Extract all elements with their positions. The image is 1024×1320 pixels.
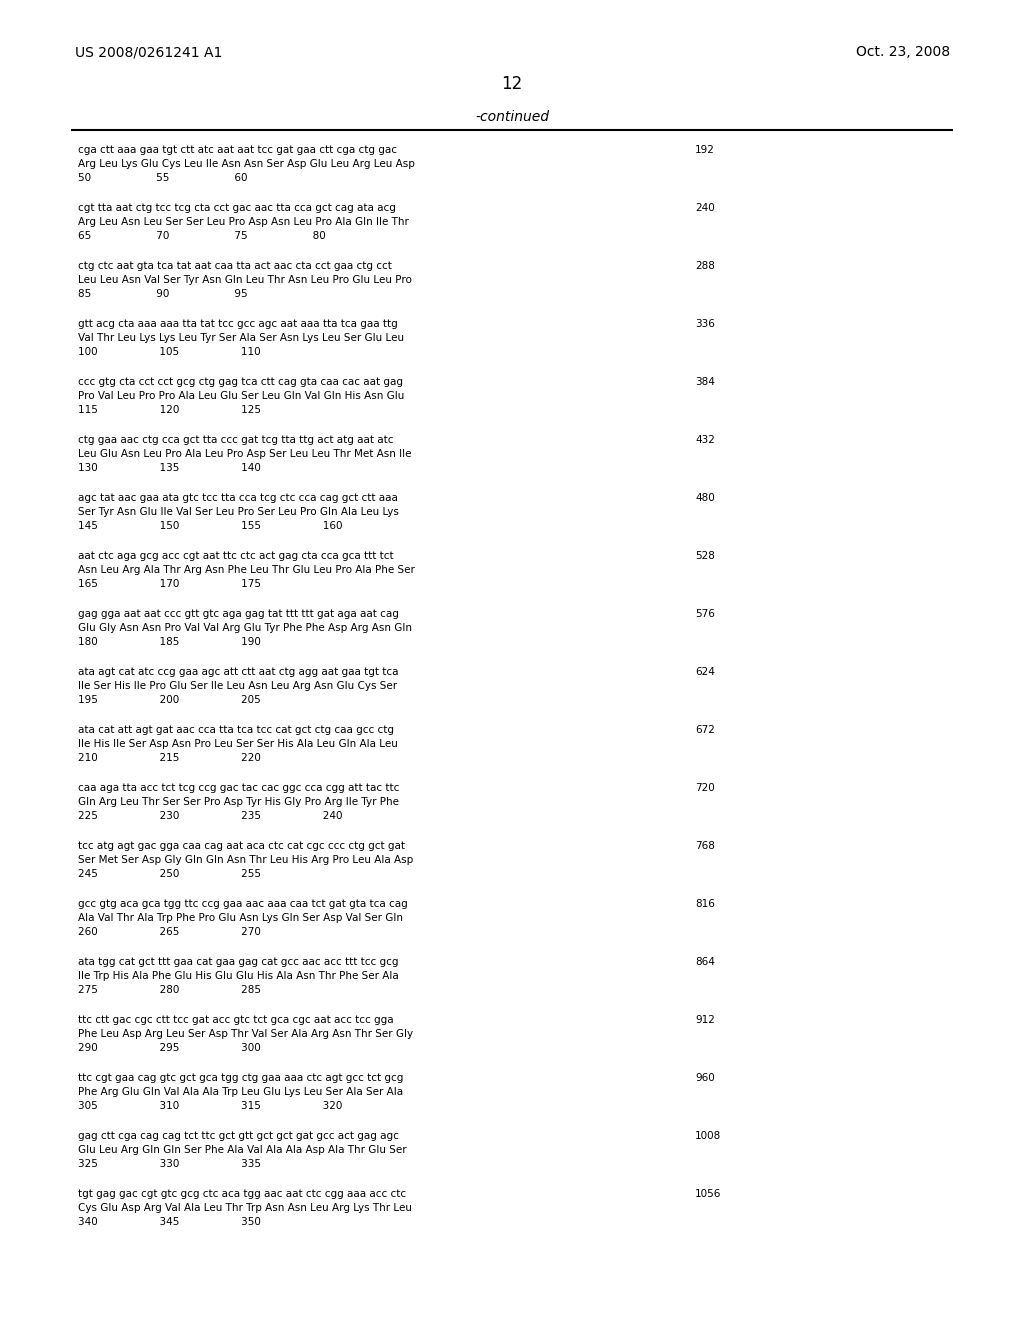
Text: 260                   265                   270: 260 265 270 bbox=[78, 927, 261, 937]
Text: 816: 816 bbox=[695, 899, 715, 909]
Text: ccc gtg cta cct cct gcg ctg gag tca ctt cag gta caa cac aat gag: ccc gtg cta cct cct gcg ctg gag tca ctt … bbox=[78, 378, 403, 387]
Text: 130                   135                   140: 130 135 140 bbox=[78, 463, 261, 473]
Text: 1008: 1008 bbox=[695, 1131, 721, 1140]
Text: tgt gag gac cgt gtc gcg ctc aca tgg aac aat ctc cgg aaa acc ctc: tgt gag gac cgt gtc gcg ctc aca tgg aac … bbox=[78, 1189, 407, 1199]
Text: Oct. 23, 2008: Oct. 23, 2008 bbox=[856, 45, 950, 59]
Text: tcc atg agt gac gga caa cag aat aca ctc cat cgc ccc ctg gct gat: tcc atg agt gac gga caa cag aat aca ctc … bbox=[78, 841, 406, 851]
Text: 912: 912 bbox=[695, 1015, 715, 1026]
Text: 576: 576 bbox=[695, 609, 715, 619]
Text: gtt acg cta aaa aaa tta tat tcc gcc agc aat aaa tta tca gaa ttg: gtt acg cta aaa aaa tta tat tcc gcc agc … bbox=[78, 319, 397, 329]
Text: gcc gtg aca gca tgg ttc ccg gaa aac aaa caa tct gat gta tca cag: gcc gtg aca gca tgg ttc ccg gaa aac aaa … bbox=[78, 899, 408, 909]
Text: ata cat att agt gat aac cca tta tca tcc cat gct ctg caa gcc ctg: ata cat att agt gat aac cca tta tca tcc … bbox=[78, 725, 394, 735]
Text: Arg Leu Lys Glu Cys Leu Ile Asn Asn Ser Asp Glu Leu Arg Leu Asp: Arg Leu Lys Glu Cys Leu Ile Asn Asn Ser … bbox=[78, 158, 415, 169]
Text: aat ctc aga gcg acc cgt aat ttc ctc act gag cta cca gca ttt tct: aat ctc aga gcg acc cgt aat ttc ctc act … bbox=[78, 550, 393, 561]
Text: Glu Gly Asn Asn Pro Val Val Arg Glu Tyr Phe Phe Asp Arg Asn Gln: Glu Gly Asn Asn Pro Val Val Arg Glu Tyr … bbox=[78, 623, 412, 634]
Text: 864: 864 bbox=[695, 957, 715, 968]
Text: 528: 528 bbox=[695, 550, 715, 561]
Text: -continued: -continued bbox=[475, 110, 549, 124]
Text: gag ctt cga cag cag tct ttc gct gtt gct gct gat gcc act gag agc: gag ctt cga cag cag tct ttc gct gtt gct … bbox=[78, 1131, 399, 1140]
Text: 325                   330                   335: 325 330 335 bbox=[78, 1159, 261, 1170]
Text: 100                   105                   110: 100 105 110 bbox=[78, 347, 261, 356]
Text: ctg ctc aat gta tca tat aat caa tta act aac cta cct gaa ctg cct: ctg ctc aat gta tca tat aat caa tta act … bbox=[78, 261, 392, 271]
Text: cgt tta aat ctg tcc tcg cta cct gac aac tta cca gct cag ata acg: cgt tta aat ctg tcc tcg cta cct gac aac … bbox=[78, 203, 396, 213]
Text: 192: 192 bbox=[695, 145, 715, 154]
Text: 275                   280                   285: 275 280 285 bbox=[78, 985, 261, 995]
Text: ata tgg cat gct ttt gaa cat gaa gag cat gcc aac acc ttt tcc gcg: ata tgg cat gct ttt gaa cat gaa gag cat … bbox=[78, 957, 398, 968]
Text: Arg Leu Asn Leu Ser Ser Leu Pro Asp Asn Leu Pro Ala Gln Ile Thr: Arg Leu Asn Leu Ser Ser Leu Pro Asp Asn … bbox=[78, 216, 409, 227]
Text: gag gga aat aat ccc gtt gtc aga gag tat ttt ttt gat aga aat cag: gag gga aat aat ccc gtt gtc aga gag tat … bbox=[78, 609, 399, 619]
Text: 384: 384 bbox=[695, 378, 715, 387]
Text: 240: 240 bbox=[695, 203, 715, 213]
Text: 432: 432 bbox=[695, 436, 715, 445]
Text: Ser Tyr Asn Glu Ile Val Ser Leu Pro Ser Leu Pro Gln Ala Leu Lys: Ser Tyr Asn Glu Ile Val Ser Leu Pro Ser … bbox=[78, 507, 399, 517]
Text: Asn Leu Arg Ala Thr Arg Asn Phe Leu Thr Glu Leu Pro Ala Phe Ser: Asn Leu Arg Ala Thr Arg Asn Phe Leu Thr … bbox=[78, 565, 415, 576]
Text: US 2008/0261241 A1: US 2008/0261241 A1 bbox=[75, 45, 222, 59]
Text: 195                   200                   205: 195 200 205 bbox=[78, 696, 261, 705]
Text: Ala Val Thr Ala Trp Phe Pro Glu Asn Lys Gln Ser Asp Val Ser Gln: Ala Val Thr Ala Trp Phe Pro Glu Asn Lys … bbox=[78, 913, 403, 923]
Text: Glu Leu Arg Gln Gln Ser Phe Ala Val Ala Ala Asp Ala Thr Glu Ser: Glu Leu Arg Gln Gln Ser Phe Ala Val Ala … bbox=[78, 1144, 407, 1155]
Text: 1056: 1056 bbox=[695, 1189, 721, 1199]
Text: Ile His Ile Ser Asp Asn Pro Leu Ser Ser His Ala Leu Gln Ala Leu: Ile His Ile Ser Asp Asn Pro Leu Ser Ser … bbox=[78, 739, 398, 748]
Text: Pro Val Leu Pro Pro Ala Leu Glu Ser Leu Gln Val Gln His Asn Glu: Pro Val Leu Pro Pro Ala Leu Glu Ser Leu … bbox=[78, 391, 404, 401]
Text: caa aga tta acc tct tcg ccg gac tac cac ggc cca cgg att tac ttc: caa aga tta acc tct tcg ccg gac tac cac … bbox=[78, 783, 399, 793]
Text: cga ctt aaa gaa tgt ctt atc aat aat tcc gat gaa ctt cga ctg gac: cga ctt aaa gaa tgt ctt atc aat aat tcc … bbox=[78, 145, 397, 154]
Text: 225                   230                   235                   240: 225 230 235 240 bbox=[78, 810, 342, 821]
Text: 165                   170                   175: 165 170 175 bbox=[78, 579, 261, 589]
Text: Ile Trp His Ala Phe Glu His Glu Glu His Ala Asn Thr Phe Ser Ala: Ile Trp His Ala Phe Glu His Glu Glu His … bbox=[78, 972, 398, 981]
Text: Leu Glu Asn Leu Pro Ala Leu Pro Asp Ser Leu Leu Thr Met Asn Ile: Leu Glu Asn Leu Pro Ala Leu Pro Asp Ser … bbox=[78, 449, 412, 459]
Text: 50                    55                    60: 50 55 60 bbox=[78, 173, 248, 183]
Text: Leu Leu Asn Val Ser Tyr Asn Gln Leu Thr Asn Leu Pro Glu Leu Pro: Leu Leu Asn Val Ser Tyr Asn Gln Leu Thr … bbox=[78, 275, 412, 285]
Text: 768: 768 bbox=[695, 841, 715, 851]
Text: 85                    90                    95: 85 90 95 bbox=[78, 289, 248, 300]
Text: 145                   150                   155                   160: 145 150 155 160 bbox=[78, 521, 342, 531]
Text: 336: 336 bbox=[695, 319, 715, 329]
Text: 210                   215                   220: 210 215 220 bbox=[78, 752, 261, 763]
Text: 480: 480 bbox=[695, 492, 715, 503]
Text: ctg gaa aac ctg cca gct tta ccc gat tcg tta ttg act atg aat atc: ctg gaa aac ctg cca gct tta ccc gat tcg … bbox=[78, 436, 393, 445]
Text: 305                   310                   315                   320: 305 310 315 320 bbox=[78, 1101, 342, 1111]
Text: 115                   120                   125: 115 120 125 bbox=[78, 405, 261, 414]
Text: 624: 624 bbox=[695, 667, 715, 677]
Text: 12: 12 bbox=[502, 75, 522, 92]
Text: Phe Leu Asp Arg Leu Ser Asp Thr Val Ser Ala Arg Asn Thr Ser Gly: Phe Leu Asp Arg Leu Ser Asp Thr Val Ser … bbox=[78, 1030, 413, 1039]
Text: 960: 960 bbox=[695, 1073, 715, 1082]
Text: 180                   185                   190: 180 185 190 bbox=[78, 638, 261, 647]
Text: agc tat aac gaa ata gtc tcc tta cca tcg ctc cca cag gct ctt aaa: agc tat aac gaa ata gtc tcc tta cca tcg … bbox=[78, 492, 398, 503]
Text: Phe Arg Glu Gln Val Ala Ala Trp Leu Glu Lys Leu Ser Ala Ser Ala: Phe Arg Glu Gln Val Ala Ala Trp Leu Glu … bbox=[78, 1086, 403, 1097]
Text: 290                   295                   300: 290 295 300 bbox=[78, 1043, 261, 1053]
Text: ttc cgt gaa cag gtc gct gca tgg ctg gaa aaa ctc agt gcc tct gcg: ttc cgt gaa cag gtc gct gca tgg ctg gaa … bbox=[78, 1073, 403, 1082]
Text: Cys Glu Asp Arg Val Ala Leu Thr Trp Asn Asn Leu Arg Lys Thr Leu: Cys Glu Asp Arg Val Ala Leu Thr Trp Asn … bbox=[78, 1203, 412, 1213]
Text: Ser Met Ser Asp Gly Gln Gln Asn Thr Leu His Arg Pro Leu Ala Asp: Ser Met Ser Asp Gly Gln Gln Asn Thr Leu … bbox=[78, 855, 414, 865]
Text: Val Thr Leu Lys Lys Leu Tyr Ser Ala Ser Asn Lys Leu Ser Glu Leu: Val Thr Leu Lys Lys Leu Tyr Ser Ala Ser … bbox=[78, 333, 404, 343]
Text: ttc ctt gac cgc ctt tcc gat acc gtc tct gca cgc aat acc tcc gga: ttc ctt gac cgc ctt tcc gat acc gtc tct … bbox=[78, 1015, 393, 1026]
Text: Gln Arg Leu Thr Ser Ser Pro Asp Tyr His Gly Pro Arg Ile Tyr Phe: Gln Arg Leu Thr Ser Ser Pro Asp Tyr His … bbox=[78, 797, 399, 807]
Text: 672: 672 bbox=[695, 725, 715, 735]
Text: 288: 288 bbox=[695, 261, 715, 271]
Text: 720: 720 bbox=[695, 783, 715, 793]
Text: 340                   345                   350: 340 345 350 bbox=[78, 1217, 261, 1228]
Text: 65                    70                    75                    80: 65 70 75 80 bbox=[78, 231, 326, 242]
Text: Ile Ser His Ile Pro Glu Ser Ile Leu Asn Leu Arg Asn Glu Cys Ser: Ile Ser His Ile Pro Glu Ser Ile Leu Asn … bbox=[78, 681, 397, 690]
Text: ata agt cat atc ccg gaa agc att ctt aat ctg agg aat gaa tgt tca: ata agt cat atc ccg gaa agc att ctt aat … bbox=[78, 667, 398, 677]
Text: 245                   250                   255: 245 250 255 bbox=[78, 869, 261, 879]
